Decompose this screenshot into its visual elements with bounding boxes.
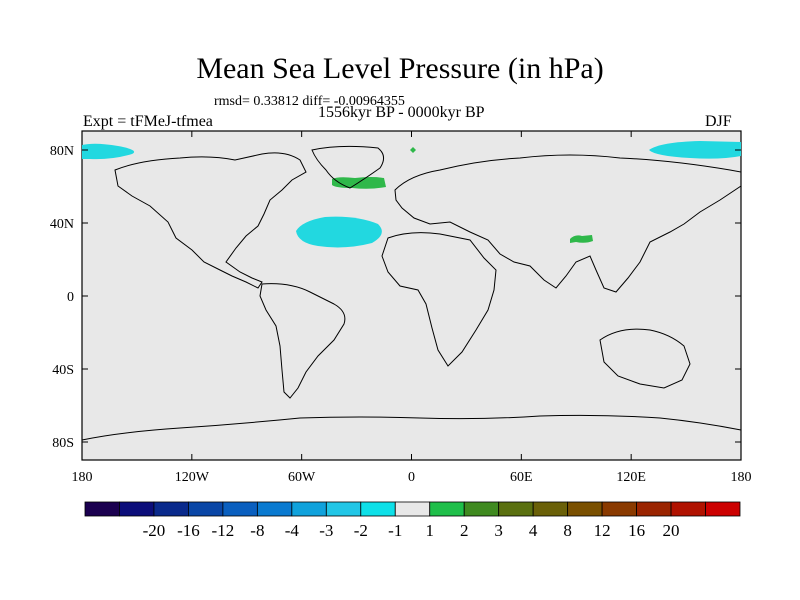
y-tick-label: 0 [67, 290, 74, 305]
coast-africa [381, 232, 497, 367]
colorbar-label: 20 [663, 521, 680, 540]
colorbar-swatch [429, 501, 465, 517]
x-tick-label: 60E [510, 470, 533, 485]
y-tick-label: 80N [50, 144, 74, 159]
axis-labels: 180 120W 60W 0 60E 120E 180 80N 40N 0 40S 80S [50, 144, 752, 485]
x-tick-label: 180 [72, 470, 93, 485]
colorbar-swatch [601, 501, 637, 517]
colorbar-label: -4 [285, 521, 300, 540]
coast-south-america [259, 283, 346, 399]
colorbar-swatch [256, 501, 293, 517]
colorbar-swatch [636, 501, 672, 517]
colorbar-swatch [394, 501, 431, 517]
period-label: 1556kyr BP - 0000kyr BP [318, 104, 485, 121]
colorbar-swatch [84, 501, 120, 517]
colorbar-label: -8 [250, 521, 264, 540]
axis-tick-marks [81, 131, 742, 460]
colorbar-label: -2 [354, 521, 368, 540]
x-tick-label: 0 [408, 470, 415, 485]
colorbar-labels: -20 -16 -12 -8 -4 -3 -2 -1 1 2 3 4 8 12 16 20 [143, 521, 680, 540]
colorbar-label: 1 [425, 521, 434, 540]
y-tick-label: 40N [50, 217, 74, 232]
neg-patch-arctic-west [82, 143, 135, 160]
colorbar-swatch [705, 501, 741, 517]
season-label: DJF [705, 113, 732, 130]
colorbar-label: -12 [212, 521, 235, 540]
colorbar-label: -20 [143, 521, 166, 540]
colorbar-label: 16 [628, 521, 645, 540]
coast-australia [599, 328, 691, 389]
colorbar-label: 12 [594, 521, 611, 540]
coast-antarctica [81, 414, 742, 441]
colorbar-swatch [498, 501, 534, 517]
y-tick-label: 40S [52, 363, 74, 378]
colorbar-swatch [188, 501, 224, 517]
colorbar-swatch [532, 501, 569, 517]
colorbar-label: 4 [529, 521, 538, 540]
negative-anomaly-areas [82, 141, 741, 248]
x-tick-label: 60W [288, 470, 316, 485]
x-tick-label: 120W [175, 470, 210, 485]
colorbar-swatch [463, 501, 500, 517]
neg-patch-arctic-east [649, 141, 741, 159]
coastlines [81, 145, 742, 441]
colorbar-label: -16 [177, 521, 200, 540]
colorbar-swatch [222, 501, 258, 517]
colorbar-swatch [325, 501, 362, 517]
map-title: Mean Sea Level Pressure (in hPa) [196, 52, 604, 85]
stats-label: rmsd= 0.33812 diff= -0.00964355 [214, 94, 405, 109]
colorbar-swatch [670, 501, 706, 517]
coast-greenland [311, 145, 384, 189]
coast-eurasia [394, 154, 742, 293]
colorbar [84, 501, 741, 517]
colorbar-label: -1 [388, 521, 402, 540]
pos-patch-tibet [570, 235, 593, 243]
neg-patch-atlantic [296, 216, 382, 248]
colorbar-swatch [291, 501, 327, 517]
experiment-label: Expt = tFMeJ-tfmea [83, 113, 213, 130]
colorbar-label: 3 [494, 521, 503, 540]
colorbar-label: -3 [319, 521, 333, 540]
coast-north-america [114, 152, 307, 289]
colorbar-label: 2 [460, 521, 469, 540]
map-panel [81, 130, 742, 461]
colorbar-label: 8 [563, 521, 572, 540]
colorbar-swatch [153, 501, 189, 517]
x-tick-label: 120E [616, 470, 646, 485]
x-tick-label: 180 [731, 470, 752, 485]
colorbar-swatch [119, 501, 155, 517]
pos-patch-greenland [410, 147, 416, 153]
y-tick-label: 80S [52, 436, 74, 451]
colorbar-swatch [360, 501, 396, 517]
colorbar-swatch [567, 501, 603, 517]
